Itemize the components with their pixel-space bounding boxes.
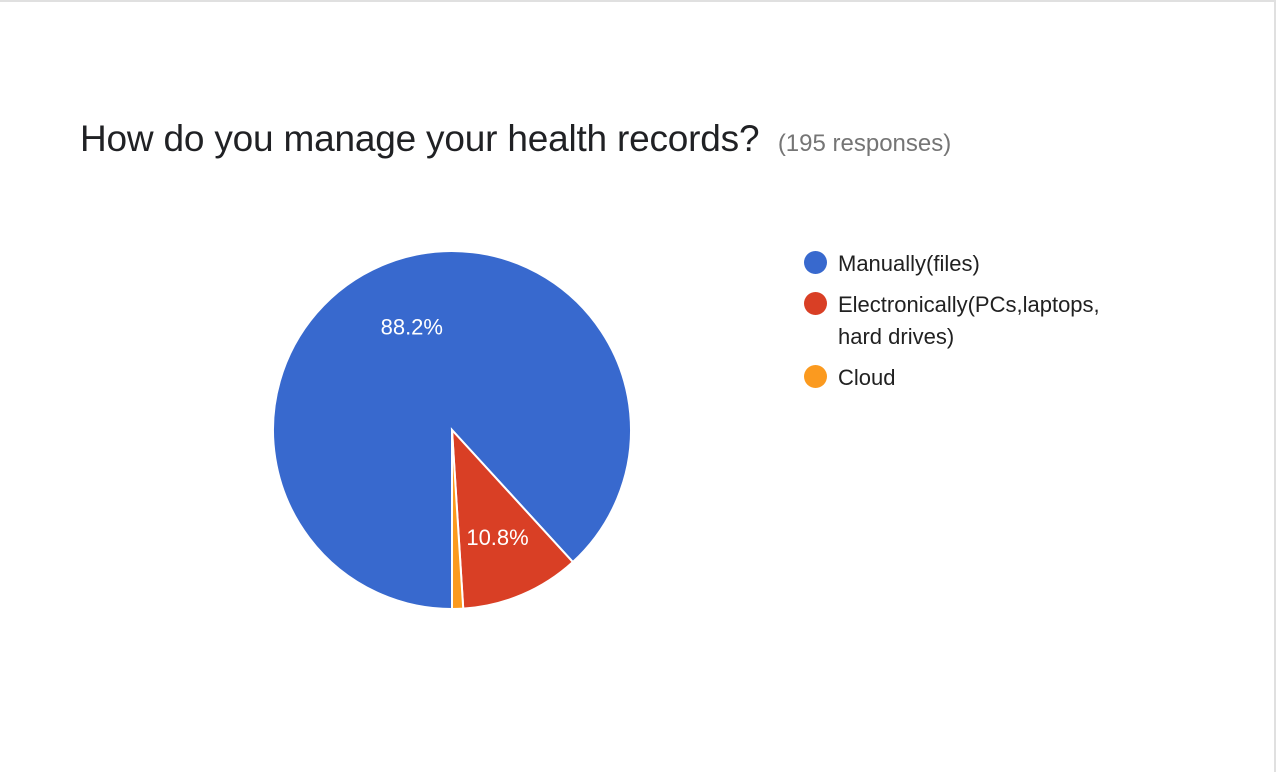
legend-swatch-1 bbox=[804, 292, 827, 315]
legend-item-1[interactable]: Electronically(PCs,laptops, hard drives) bbox=[804, 289, 1164, 353]
legend-label-1: Electronically(PCs,laptops, hard drives) bbox=[838, 292, 1100, 349]
legend-item-0[interactable]: Manually(files) bbox=[804, 248, 1164, 280]
pie-slice-label-1: 10.8% bbox=[466, 525, 528, 550]
pie-slice-label-0: 88.2% bbox=[381, 315, 443, 340]
legend: Manually(files) Electronically(PCs,laptop… bbox=[804, 248, 1164, 403]
legend-label-2: Cloud bbox=[838, 365, 896, 390]
pie-slice-1[interactable] bbox=[450, 427, 575, 610]
title-row: How do you manage your health records? (… bbox=[80, 118, 951, 160]
legend-label-0: Manually(files) bbox=[838, 251, 980, 276]
response-count: (195 responses) bbox=[777, 130, 952, 157]
legend-swatch-0 bbox=[804, 251, 827, 274]
pie-slice-2[interactable] bbox=[451, 429, 465, 611]
legend-item-2[interactable]: Cloud bbox=[804, 362, 1164, 394]
chart-title: How do you manage your health records? bbox=[80, 118, 760, 159]
legend-swatch-2 bbox=[804, 365, 827, 388]
